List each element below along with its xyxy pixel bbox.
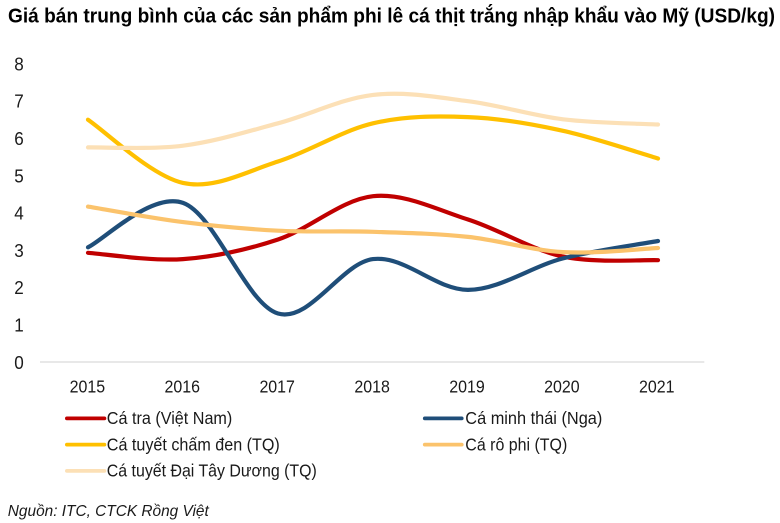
svg-text:2: 2 <box>14 278 24 298</box>
svg-text:2017: 2017 <box>259 377 295 397</box>
svg-text:1: 1 <box>14 316 24 336</box>
svg-text:3: 3 <box>14 241 24 261</box>
svg-text:0: 0 <box>14 353 24 373</box>
svg-text:6: 6 <box>14 129 24 149</box>
svg-text:Cá tra (Việt Nam): Cá tra (Việt Nam) <box>107 408 233 428</box>
svg-text:7: 7 <box>14 92 24 112</box>
svg-text:2015: 2015 <box>70 377 106 397</box>
svg-text:8: 8 <box>14 54 24 74</box>
svg-text:2019: 2019 <box>449 377 485 397</box>
svg-text:5: 5 <box>14 166 24 186</box>
svg-text:2018: 2018 <box>354 377 390 397</box>
svg-text:Nguồn: ITC, CTCK Rồng Việt: Nguồn: ITC, CTCK Rồng Việt <box>8 503 210 520</box>
svg-text:Cá minh thái (Nga): Cá minh thái (Nga) <box>465 408 602 428</box>
svg-text:2021: 2021 <box>639 377 675 397</box>
svg-text:Cá tuyết Đại Tây Dương (TQ): Cá tuyết Đại Tây Dương (TQ) <box>107 461 317 481</box>
svg-text:Giá bán trung bình của các sản: Giá bán trung bình của các sản phẩm phi … <box>8 4 775 28</box>
svg-text:2016: 2016 <box>165 377 201 397</box>
svg-text:Cá tuyết chấm đen (TQ): Cá tuyết chấm đen (TQ) <box>107 434 280 454</box>
svg-text:Cá rô phi (TQ): Cá rô phi (TQ) <box>465 434 567 454</box>
svg-text:2020: 2020 <box>544 377 580 397</box>
svg-text:4: 4 <box>14 204 24 224</box>
